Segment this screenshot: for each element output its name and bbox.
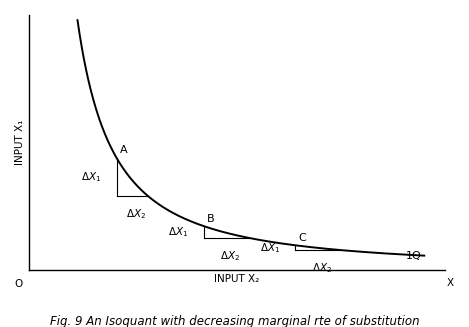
Text: $\Delta X_2$: $\Delta X_2$ [312, 262, 332, 275]
Text: X: X [447, 278, 454, 288]
Text: 1Q: 1Q [406, 251, 421, 261]
Text: $\Delta X_1$: $\Delta X_1$ [260, 241, 280, 255]
Text: $\Delta X_1$: $\Delta X_1$ [168, 225, 189, 239]
X-axis label: INPUT X₂: INPUT X₂ [214, 274, 260, 284]
Y-axis label: INPUT X₁: INPUT X₁ [15, 120, 25, 165]
Text: A: A [120, 145, 128, 155]
Text: C: C [299, 233, 306, 243]
Text: $\Delta X_1$: $\Delta X_1$ [81, 170, 101, 184]
Text: $\Delta X_2$: $\Delta X_2$ [126, 207, 146, 221]
Text: Fig. 9 An Isoquant with decreasing marginal rte of substitution: Fig. 9 An Isoquant with decreasing margi… [50, 315, 419, 327]
Text: O: O [15, 279, 23, 289]
Text: $\Delta X_2$: $\Delta X_2$ [220, 250, 241, 263]
Text: B: B [207, 214, 215, 224]
